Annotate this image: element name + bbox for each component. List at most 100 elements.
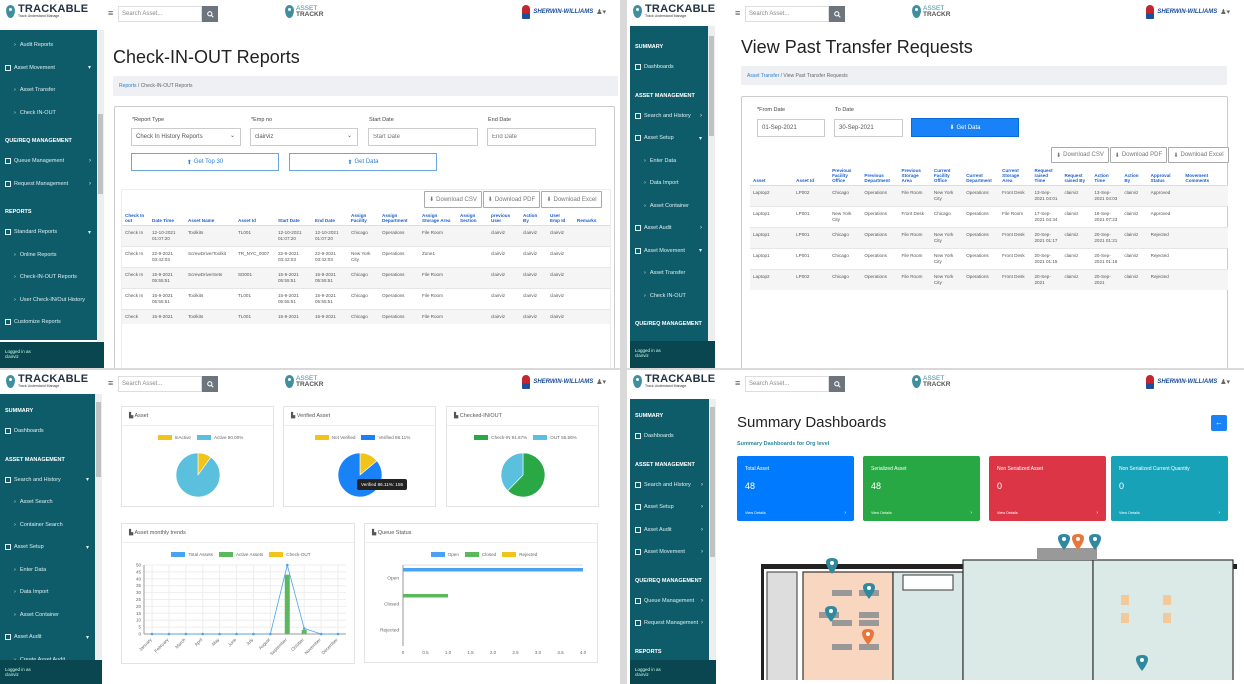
- sidebar-item[interactable]: Asset Setup ›: [630, 496, 709, 519]
- legend-swatch[interactable]: [157, 435, 172, 441]
- kpi-card[interactable]: Non Serialized Asset 0 View Details ›: [989, 456, 1106, 521]
- hamburger-menu-icon[interactable]: ≡: [108, 378, 114, 388]
- hamburger-menu-icon[interactable]: ≡: [735, 378, 741, 388]
- search-button[interactable]: [829, 376, 845, 392]
- column-header[interactable]: previous User: [488, 211, 520, 226]
- view-details-link[interactable]: View Details: [745, 511, 766, 515]
- asset-location-pin-icon[interactable]: [825, 606, 837, 622]
- search-button[interactable]: [202, 6, 218, 22]
- trackable-logo[interactable]: TRACKABLE Track Understand Manage: [633, 4, 715, 18]
- column-header[interactable]: Current Facility Office: [930, 166, 964, 186]
- column-header[interactable]: Previous Department: [861, 166, 899, 186]
- legend-swatch[interactable]: [464, 552, 479, 558]
- get-data-button[interactable]: ⬆ Get Data: [289, 153, 437, 171]
- sidebar-item[interactable]: › Asset Search: [0, 491, 95, 514]
- legend-swatch[interactable]: [218, 552, 233, 558]
- line-point[interactable]: [252, 632, 255, 636]
- legend-swatch[interactable]: [361, 435, 376, 441]
- column-header[interactable]: Assign Storage Area: [419, 211, 457, 226]
- legend-swatch[interactable]: [171, 552, 186, 558]
- line-point[interactable]: [218, 632, 221, 636]
- asset-location-pin-icon[interactable]: [826, 558, 838, 574]
- column-header[interactable]: Request raised Time: [1031, 166, 1062, 186]
- sidebar-item[interactable]: Search and History ▾: [0, 469, 95, 492]
- trackable-logo[interactable]: TRACKABLE Track Understand Manage: [6, 374, 88, 388]
- sidebar-item[interactable]: › Enter Data: [630, 150, 708, 173]
- column-header[interactable]: Asset Id: [793, 166, 830, 186]
- sidebar-item[interactable]: › Create Asset Audit: [0, 649, 95, 660]
- column-header[interactable]: Approval Status: [1147, 166, 1183, 186]
- scrollbar-thumb[interactable]: [709, 36, 714, 136]
- sidebar-item[interactable]: Queue Management ›: [630, 590, 709, 613]
- sidebar-item[interactable]: Asset Setup ▾: [0, 536, 95, 559]
- get-data-button[interactable]: ⬇ Get Data: [911, 118, 1019, 137]
- column-header[interactable]: Check In out: [122, 211, 149, 226]
- column-header[interactable]: Previous Facility Office: [829, 166, 862, 186]
- asset-location-pin-icon[interactable]: [1058, 534, 1070, 550]
- sidebar-item[interactable]: Customize Reports: [0, 311, 97, 334]
- line-point[interactable]: [336, 632, 340, 636]
- column-header[interactable]: Asset Id: [235, 211, 275, 226]
- report-type-select[interactable]: Check In History Reports: [131, 128, 241, 146]
- sidebar-item[interactable]: › Data Import: [0, 581, 95, 604]
- sidebar-item[interactable]: › Container Search: [0, 514, 95, 537]
- line-point[interactable]: [184, 632, 188, 636]
- sidebar-item[interactable]: › User Check-IN/Out History: [0, 289, 97, 312]
- sidebar-item[interactable]: › Asset Container: [630, 195, 708, 218]
- line-point[interactable]: [235, 632, 238, 636]
- download-csv-button[interactable]: ⬇ Download CSV: [1051, 147, 1109, 163]
- column-header[interactable]: Remarks: [574, 211, 610, 226]
- sidebar-item[interactable]: Dashboards: [630, 425, 709, 448]
- sidebar-item[interactable]: Search and History ›: [630, 474, 709, 497]
- asset-location-pin-icon[interactable]: [863, 583, 875, 599]
- user-menu-icon[interactable]: ♟▾: [596, 9, 606, 16]
- line-point[interactable]: [285, 563, 289, 567]
- column-header[interactable]: Assign Section: [457, 211, 488, 226]
- column-header[interactable]: User Emp Id: [547, 211, 574, 226]
- to-date-input[interactable]: 30-Sep-2021: [834, 119, 903, 137]
- sidebar-item[interactable]: Request Management ›: [0, 173, 97, 196]
- bar[interactable]: [284, 574, 290, 634]
- floor-plan-map[interactable]: [737, 530, 1237, 680]
- sidebar-item[interactable]: Asset Audit ›: [630, 519, 709, 542]
- from-date-input[interactable]: 01-Sep-2021: [757, 119, 825, 137]
- legend-swatch[interactable]: [196, 435, 211, 441]
- sidebar-item[interactable]: › Check IN-OUT: [630, 285, 708, 308]
- column-header[interactable]: Asset Name: [185, 211, 235, 226]
- sidebar-item[interactable]: Asset Movement ▾: [630, 240, 708, 263]
- sidebar-item[interactable]: › Data Import: [630, 172, 708, 195]
- search-button[interactable]: [202, 376, 218, 392]
- line-point[interactable]: [319, 632, 323, 636]
- asset-location-pin-icon[interactable]: [1136, 655, 1148, 671]
- scrollbar-thumb[interactable]: [98, 114, 103, 194]
- user-menu-icon[interactable]: ♟▾: [596, 379, 606, 386]
- sidebar-item[interactable]: › Asset Container: [0, 604, 95, 627]
- download-pdf-button[interactable]: ⬇ Download PDF: [483, 191, 540, 208]
- sidebar-item[interactable]: › Enter Data: [0, 559, 95, 582]
- line-point[interactable]: [269, 632, 272, 636]
- get-top-30-button[interactable]: ⬆ Get Top 30: [131, 153, 279, 171]
- line-point[interactable]: [167, 632, 171, 636]
- column-header[interactable]: Current Department: [963, 166, 1000, 186]
- legend-swatch[interactable]: [533, 435, 548, 441]
- column-header[interactable]: Previous Storage Area: [898, 166, 931, 186]
- trackable-logo[interactable]: TRACKABLE Track Understand Manage: [633, 374, 715, 388]
- end-date-input[interactable]: [487, 128, 596, 146]
- sidebar-item[interactable]: Request Management ›: [630, 612, 709, 635]
- column-header[interactable]: End Date: [312, 211, 348, 226]
- sidebar-item[interactable]: Asset Audit ▾: [0, 626, 95, 649]
- search-input[interactable]: Search Asset...: [118, 376, 202, 392]
- line-point[interactable]: [150, 632, 154, 636]
- sidebar-scrollbar[interactable]: [709, 399, 716, 660]
- emp-no-select[interactable]: clairviz: [250, 128, 358, 146]
- search-button[interactable]: [829, 6, 845, 22]
- breadcrumb-link[interactable]: Asset Transfer: [747, 73, 780, 79]
- view-details-link[interactable]: View Details: [997, 511, 1018, 515]
- sidebar-item[interactable]: › Asset Transfer: [630, 262, 708, 285]
- asset-location-pin-icon[interactable]: [1072, 534, 1084, 550]
- line-point[interactable]: [201, 632, 205, 636]
- column-header[interactable]: Current Storage Area: [999, 166, 1032, 186]
- column-header[interactable]: Action By: [520, 211, 547, 226]
- sidebar-item[interactable]: Asset Setup ▾: [630, 127, 708, 150]
- bar[interactable]: [403, 594, 448, 598]
